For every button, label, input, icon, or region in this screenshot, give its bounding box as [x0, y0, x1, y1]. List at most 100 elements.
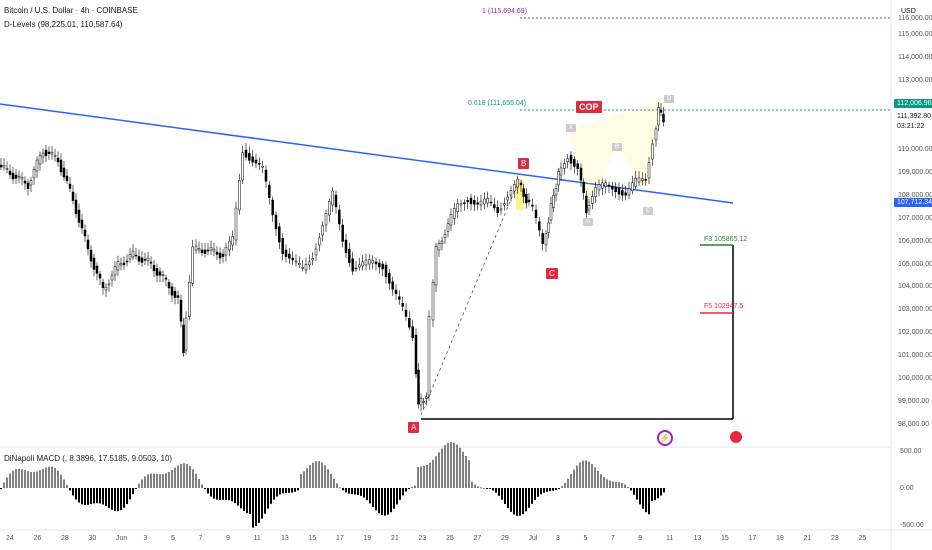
macd-bar — [384, 488, 386, 516]
candle-body — [32, 169, 36, 179]
macd-bar — [75, 488, 77, 500]
candle-body — [107, 283, 111, 286]
ab-projection-line — [420, 177, 521, 416]
macd-bar — [159, 474, 161, 488]
macd-bar — [348, 488, 350, 494]
macd-bar — [0, 488, 2, 489]
candle-body — [522, 188, 525, 197]
macd-bar — [276, 488, 278, 497]
macd-bar — [324, 465, 326, 488]
macd-bar — [60, 474, 62, 488]
candle-body — [368, 259, 371, 265]
candle-body — [20, 177, 24, 180]
macd-bar — [591, 463, 593, 488]
time-axis-label: 25 — [446, 535, 454, 542]
candle-body — [83, 229, 87, 237]
candle-body — [354, 267, 358, 270]
macd-bar — [282, 488, 284, 494]
price-axis-label: 99,000.00 — [898, 398, 930, 405]
price-axis-label: 106,000.00 — [898, 238, 932, 245]
time-axis-label: 30 — [88, 535, 97, 542]
macd-bar — [231, 488, 233, 502]
replay-icon[interactable]: ⚡ — [657, 430, 673, 446]
macd-bar — [489, 488, 491, 490]
price-axis-label: 98,000.00 — [898, 421, 930, 428]
time-axis-label: Jul — [528, 535, 538, 542]
macd-histogram — [0, 442, 665, 528]
candle-body — [281, 238, 284, 255]
candle-body — [573, 159, 576, 167]
macd-bar — [507, 488, 509, 509]
candle-body — [182, 324, 185, 354]
macd-bar — [597, 470, 599, 488]
macd-bar — [432, 459, 434, 488]
macd-bar — [81, 488, 83, 505]
candle-body — [321, 225, 324, 236]
candle-body — [473, 200, 476, 205]
candle-body — [569, 154, 573, 164]
price-axis-label: 109,000.00 — [898, 169, 932, 176]
candle-body — [525, 194, 528, 204]
time-axis-label: 27 — [473, 535, 482, 542]
macd-bar — [342, 488, 344, 491]
macd-bar — [213, 488, 215, 499]
macd-bar — [528, 488, 530, 508]
macd-bar — [663, 488, 665, 493]
macd-indicator-label: DiNapoli MACD (, 8.3896, 17.5185, 9.0503… — [4, 454, 173, 463]
macd-bar — [330, 473, 332, 488]
macd-bar — [420, 466, 422, 488]
macd-bar — [267, 488, 269, 509]
macd-bar — [120, 488, 122, 511]
macd-bar — [387, 488, 389, 515]
price-axis-label: 110,000.00 — [898, 146, 932, 153]
candle-body — [221, 253, 225, 257]
macd-bar — [84, 488, 86, 505]
candle-body — [614, 186, 617, 193]
candle-body — [11, 172, 15, 180]
macd-bar — [639, 488, 641, 505]
candle-body — [47, 151, 51, 154]
flag-icon[interactable] — [730, 431, 742, 443]
candle-body — [338, 209, 341, 225]
candle-body — [527, 199, 531, 203]
macd-bar — [39, 470, 41, 488]
macd-bar — [654, 488, 656, 501]
macd-bar — [603, 477, 605, 488]
time-axis-label: 5 — [171, 535, 175, 542]
cop-label: COP — [576, 101, 602, 113]
candle-body — [437, 243, 441, 251]
macd-bar — [195, 473, 197, 488]
candle-body — [59, 159, 63, 173]
current-price-tag: 111,392.80 — [894, 112, 932, 121]
macd-bar — [237, 488, 239, 506]
candle-body — [348, 249, 351, 263]
macd-bar — [612, 481, 614, 488]
macd-bar — [294, 488, 296, 492]
macd-bar — [177, 465, 179, 488]
macd-bar — [9, 473, 11, 488]
currency-label[interactable]: USD — [901, 8, 916, 15]
macd-bar — [480, 487, 482, 489]
macd-bar — [72, 488, 74, 496]
macd-bar — [414, 485, 416, 488]
candle-body — [17, 175, 21, 178]
candle-body — [228, 240, 231, 251]
candle-body — [101, 281, 105, 288]
candle-body — [200, 249, 204, 253]
candle-body — [637, 177, 641, 183]
macd-bar — [201, 484, 203, 488]
time-axis-label: 23 — [831, 535, 839, 542]
time-axis-label: 29 — [501, 535, 509, 542]
macd-bar — [93, 488, 95, 504]
candle-body — [554, 188, 558, 196]
macd-bar — [150, 473, 152, 488]
macd-bar — [219, 488, 221, 500]
candle-body — [173, 290, 177, 298]
macd-bar — [207, 488, 209, 494]
candle-body — [98, 273, 102, 279]
candle-body — [298, 263, 301, 265]
candle-body — [158, 271, 162, 276]
macd-bar — [579, 462, 581, 488]
candle-body — [394, 289, 398, 295]
